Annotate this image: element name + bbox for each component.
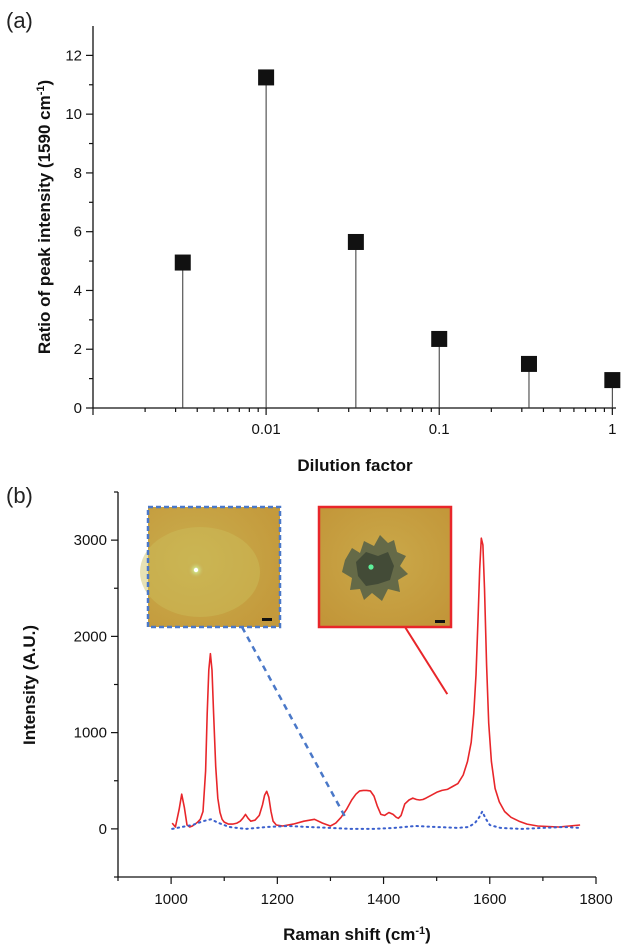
panel-b-x-tick-label: 1200 xyxy=(261,891,294,908)
panel-b-y-tick-label: 2000 xyxy=(74,628,107,645)
spectrum-blue-dotted-line xyxy=(171,810,582,830)
panel-b-x-tick-label: 1000 xyxy=(154,891,187,908)
panel-b-y-tick-label: 3000 xyxy=(74,532,107,549)
inset-1-border xyxy=(146,505,282,629)
panel-a-y-ticks: 0 2 4 6 8 10 12 xyxy=(65,47,93,417)
panel-a-label: (a) xyxy=(6,8,33,33)
panel-a-y-title-sup: -1 xyxy=(35,86,47,96)
panel-a-y-tick-label: 4 xyxy=(74,282,82,299)
inset-image-2 xyxy=(317,505,453,629)
inset-2-connector xyxy=(404,626,449,695)
panel-a-chart: 0 2 4 6 8 10 12 0.01 0.1 1 xyxy=(65,26,621,438)
inset-1-scale-bar xyxy=(262,618,272,621)
panel-b-y-tick-label: 0 xyxy=(99,821,107,838)
spectrum-red-line xyxy=(171,537,581,828)
panel-b-x-title-main: Raman shift (cm xyxy=(283,925,415,944)
panel-a-y-tick-label: 6 xyxy=(74,224,82,241)
panel-a-y-tick-label: 10 xyxy=(65,106,82,123)
panel-b-x-title-end: ) xyxy=(425,925,431,944)
panel-b-y-axis-title: Intensity (A.U.) xyxy=(20,625,39,745)
panel-a-data-points xyxy=(174,69,621,408)
panel-a-x-tick-label: 1 xyxy=(608,421,616,438)
panel-b-y-tick-label: 1000 xyxy=(74,725,107,742)
panel-b-x-tick-label: 1600 xyxy=(473,891,506,908)
panel-b-x-axis-title: Raman shift (cm-1) xyxy=(283,925,431,944)
panel-a-x-tick-label: 0.1 xyxy=(429,421,450,438)
panel-a-x-tick-label: 0.01 xyxy=(252,421,281,438)
panel-b-series xyxy=(171,537,582,830)
panel-b-x-tick-label: 1400 xyxy=(367,891,400,908)
panel-a-y-title-end: ) xyxy=(35,80,54,86)
inset-2-border xyxy=(317,505,453,629)
panel-a-y-tick-label: 12 xyxy=(65,47,82,64)
panel-a-point xyxy=(258,69,275,86)
panel-b-x-tick-label: 1800 xyxy=(579,891,612,908)
panel-a-y-tick-label: 0 xyxy=(74,400,82,417)
inset-image-1 xyxy=(140,505,282,629)
inset-1-connector xyxy=(240,626,348,820)
panel-a-y-axis-title: Ratio of peak intensity (1590 cm-1) xyxy=(35,80,54,354)
panel-a-point xyxy=(604,372,621,389)
panel-a-point xyxy=(520,355,537,372)
inset-2-scale-bar xyxy=(435,620,445,623)
panel-a-x-ticks: 0.01 0.1 1 xyxy=(92,408,617,438)
panel-a-y-tick-label: 8 xyxy=(74,165,82,182)
panel-b-x-title-sup: -1 xyxy=(415,925,425,937)
panel-a-point xyxy=(347,233,364,250)
panel-b-label: (b) xyxy=(6,483,33,508)
panel-a-point xyxy=(431,330,448,347)
panel-b-x-ticks: 1000 1200 1400 1600 1800 xyxy=(117,877,613,908)
panel-b-chart: 0 1000 2000 3000 1000 1200 1400 1600 1800 xyxy=(74,491,613,908)
panel-a-y-tick-label: 2 xyxy=(74,341,82,358)
panel-a-y-title-main: Ratio of peak intensity (1590 cm xyxy=(35,95,54,354)
panel-a-point xyxy=(174,254,191,271)
panel-a-x-axis-title: Dilution factor xyxy=(297,456,413,475)
panel-b-y-ticks: 0 1000 2000 3000 xyxy=(74,491,118,878)
